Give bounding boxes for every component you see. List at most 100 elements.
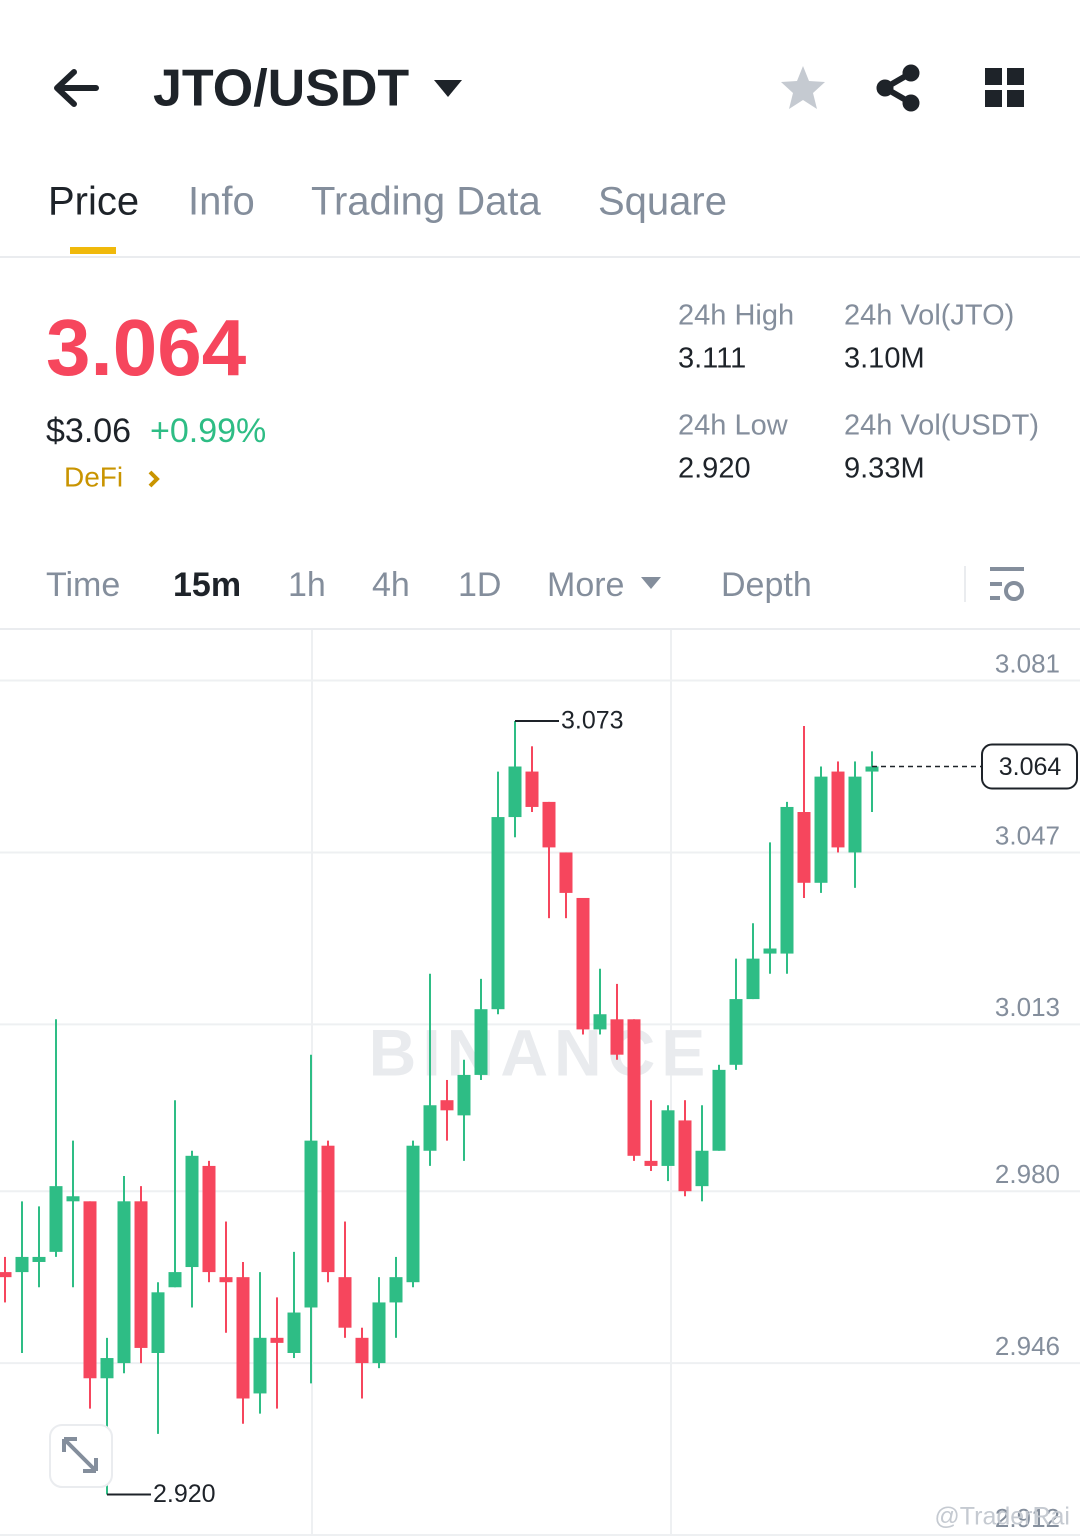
- candle-body: [542, 801, 556, 848]
- candle-body: [151, 1292, 165, 1353]
- tab[interactable]: Square: [598, 180, 727, 224]
- back-arrow: [54, 69, 99, 107]
- candle-body: [576, 897, 590, 1030]
- candle-body: [355, 1337, 369, 1364]
- candle-body: [593, 1014, 607, 1030]
- grid-cell: [1007, 68, 1024, 85]
- candle-body: [865, 766, 879, 772]
- watermark: BINANCE: [369, 1015, 712, 1089]
- interval[interactable]: 1D: [458, 566, 501, 604]
- last-price-box: [981, 743, 1078, 790]
- interval[interactable]: 15m: [173, 566, 241, 604]
- stats: 24h High 3.111 24h Vol(JTO) 3.10M 24h Low 2.9…: [678, 300, 1039, 485]
- grid-menu[interactable]: [985, 68, 1024, 107]
- candle-body: [661, 1110, 675, 1166]
- stat-label: 24h Low: [678, 410, 789, 442]
- interval[interactable]: Depth: [721, 566, 812, 604]
- last-price: 3.064: [46, 303, 247, 392]
- candle-body: [695, 1150, 709, 1187]
- candle-body: [117, 1201, 131, 1364]
- candle-body: [304, 1140, 318, 1308]
- settings-lines: [990, 567, 1024, 600]
- sector-tag[interactable]: DeFi: [64, 461, 123, 492]
- expand-icon: [62, 1437, 98, 1473]
- interval[interactable]: More: [547, 566, 624, 604]
- candle-body: [457, 1074, 471, 1116]
- tab[interactable]: Trading Data: [311, 180, 542, 224]
- expand-button[interactable]: [49, 1424, 113, 1488]
- candle-body: [372, 1302, 386, 1364]
- candle-body: [559, 852, 573, 893]
- watermark: @TraderRai: [934, 1503, 1070, 1531]
- candle-body: [134, 1201, 148, 1348]
- favorite-star[interactable]: [781, 66, 825, 109]
- candle-body: [610, 1019, 624, 1055]
- settings-gear: [1004, 581, 1024, 601]
- chart-settings[interactable]: [990, 567, 1024, 601]
- stat-value: 2.920: [678, 453, 751, 485]
- stat-label: 24h Vol(USDT): [844, 410, 1039, 442]
- candle-body: [168, 1272, 182, 1288]
- interval[interactable]: Time: [46, 566, 120, 604]
- candlestick-chart: BINANCE 3.081 3.047 3.013 2.980 2.946 2.912 3.0…: [0, 648, 1080, 1536]
- back-button[interactable]: [54, 69, 99, 107]
- interval-bar: Time 15m 1h 4h 1D More Depth: [46, 566, 812, 604]
- usd-price: $3.06: [46, 412, 131, 450]
- share-button[interactable]: [876, 64, 920, 112]
- candle-body: [814, 776, 828, 883]
- stat-value: 3.10M: [844, 343, 925, 375]
- interval[interactable]: 1h: [288, 566, 326, 604]
- candle-body: [100, 1358, 114, 1379]
- candle-body: [831, 771, 845, 848]
- pair-title[interactable]: JTO/USDT: [153, 60, 409, 118]
- last-price-label: 3.064: [999, 753, 1062, 781]
- candle-body: [287, 1312, 301, 1353]
- min-label: 2.920: [153, 1480, 216, 1508]
- pair-dropdown[interactable]: [434, 80, 462, 97]
- candle-body: [83, 1201, 97, 1379]
- stat-value: 3.111: [678, 343, 746, 375]
- candle-body: [49, 1186, 63, 1252]
- grid-cell: [985, 90, 1002, 107]
- candle-body: [848, 776, 862, 853]
- interval[interactable]: 4h: [372, 566, 410, 604]
- active-tab-indicator: [70, 247, 116, 254]
- candle-body: [440, 1100, 454, 1111]
- candle-body: [253, 1337, 267, 1394]
- candle-body: [763, 948, 777, 954]
- candle-body: [780, 806, 794, 954]
- candle-body: [0, 1272, 12, 1278]
- y-tick-label: 3.013: [995, 992, 1060, 1022]
- price-change: +0.99%: [150, 412, 266, 450]
- candle-body: [746, 958, 760, 1000]
- candle-body: [508, 766, 522, 818]
- grid-cell: [985, 68, 1002, 85]
- y-tick-label: 2.946: [995, 1331, 1060, 1361]
- share-dot: [876, 79, 894, 97]
- candle-body: [423, 1105, 437, 1151]
- candle-body: [270, 1337, 284, 1343]
- candle-body: [406, 1145, 420, 1283]
- candle-body: [627, 1019, 641, 1156]
- more-dropdown[interactable]: [641, 577, 661, 589]
- candle-body: [66, 1196, 80, 1202]
- y-tick-label: 3.081: [995, 648, 1060, 678]
- candle-body: [474, 1009, 488, 1075]
- max-label: 3.073: [561, 707, 624, 735]
- candle-body: [15, 1256, 29, 1273]
- candle-body: [644, 1160, 658, 1166]
- tab[interactable]: Price: [48, 180, 139, 224]
- candle-body: [729, 999, 743, 1065]
- y-tick-label: 3.047: [995, 820, 1060, 850]
- y-tick-label: 2.980: [995, 1159, 1060, 1189]
- candle-body: [491, 817, 505, 1010]
- candle-body: [525, 771, 539, 807]
- candle-body: [678, 1120, 692, 1192]
- y-tick-label: 2.912: [995, 1503, 1060, 1533]
- candle-body: [321, 1145, 335, 1273]
- stat-label: 24h Vol(JTO): [844, 300, 1014, 332]
- share-dot: [902, 64, 920, 82]
- tab[interactable]: Info: [188, 180, 255, 224]
